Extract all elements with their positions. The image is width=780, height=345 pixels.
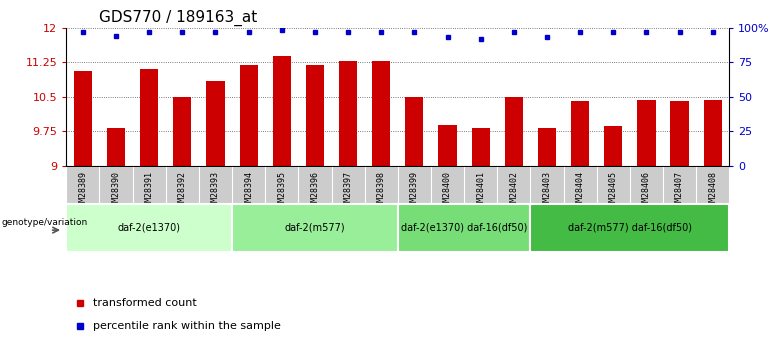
Text: daf-2(e1370) daf-16(df50): daf-2(e1370) daf-16(df50) xyxy=(401,223,527,233)
Text: GSM28396: GSM28396 xyxy=(310,171,320,211)
Text: GSM28404: GSM28404 xyxy=(576,171,585,211)
Bar xyxy=(637,100,655,166)
Bar xyxy=(406,97,424,166)
Text: GSM28397: GSM28397 xyxy=(343,171,353,211)
Text: GSM28399: GSM28399 xyxy=(410,171,419,211)
Text: daf-2(e1370): daf-2(e1370) xyxy=(118,223,181,233)
Text: GSM28393: GSM28393 xyxy=(211,171,220,211)
Bar xyxy=(74,71,92,166)
Bar xyxy=(704,100,722,166)
Bar xyxy=(339,61,357,166)
Text: GDS770 / 189163_at: GDS770 / 189163_at xyxy=(100,10,257,26)
Bar xyxy=(306,65,324,166)
Bar xyxy=(372,61,390,166)
Text: daf-2(m577): daf-2(m577) xyxy=(285,223,346,233)
Bar xyxy=(671,101,689,166)
Bar xyxy=(472,128,490,166)
Text: daf-2(m577) daf-16(df50): daf-2(m577) daf-16(df50) xyxy=(568,223,692,233)
Text: GSM28401: GSM28401 xyxy=(476,171,485,211)
Text: GSM28405: GSM28405 xyxy=(608,171,618,211)
Bar xyxy=(273,56,291,166)
Bar xyxy=(604,126,622,166)
Text: GSM28398: GSM28398 xyxy=(377,171,386,211)
Bar xyxy=(107,128,125,166)
Text: GSM28390: GSM28390 xyxy=(112,171,121,211)
Bar xyxy=(530,204,729,252)
Text: GSM28403: GSM28403 xyxy=(542,171,551,211)
Bar xyxy=(207,80,225,166)
Bar xyxy=(140,69,158,166)
Bar xyxy=(398,204,530,252)
Text: GSM28402: GSM28402 xyxy=(509,171,519,211)
Text: genotype/variation: genotype/variation xyxy=(2,218,87,227)
Text: percentile rank within the sample: percentile rank within the sample xyxy=(93,321,281,331)
Bar xyxy=(173,97,191,166)
Bar xyxy=(538,128,556,166)
Bar xyxy=(239,65,257,166)
Text: GSM28389: GSM28389 xyxy=(78,171,87,211)
Bar xyxy=(571,101,589,166)
Text: GSM28394: GSM28394 xyxy=(244,171,254,211)
Text: GSM28392: GSM28392 xyxy=(178,171,187,211)
Text: GSM28400: GSM28400 xyxy=(443,171,452,211)
Text: GSM28391: GSM28391 xyxy=(144,171,154,211)
Text: GSM28407: GSM28407 xyxy=(675,171,684,211)
Bar xyxy=(505,97,523,166)
Text: GSM28406: GSM28406 xyxy=(642,171,651,211)
Text: GSM28408: GSM28408 xyxy=(708,171,718,211)
Bar xyxy=(232,204,398,252)
Bar xyxy=(66,204,232,252)
Text: transformed count: transformed count xyxy=(93,298,197,308)
Text: GSM28395: GSM28395 xyxy=(277,171,286,211)
Bar xyxy=(438,125,456,166)
